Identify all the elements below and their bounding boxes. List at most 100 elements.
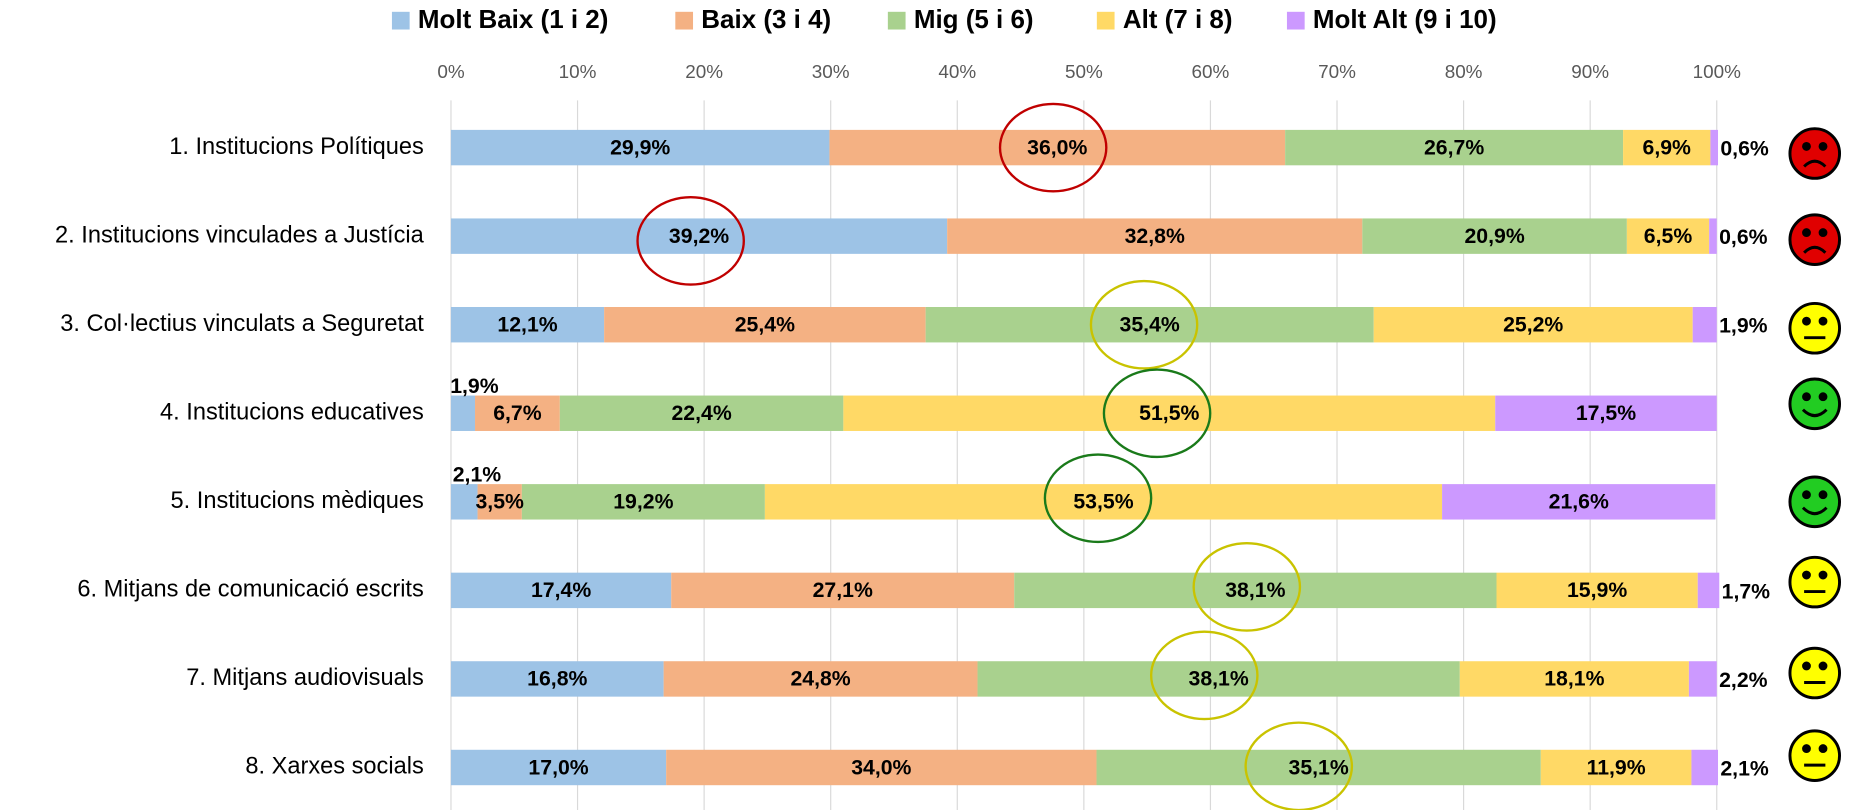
legend-label: Alt (7 i 8): [1123, 4, 1233, 34]
bar-segment: [450, 306, 605, 343]
bar-segment: [450, 749, 667, 786]
x-tick-label: 20%: [685, 62, 723, 83]
highlights: [636, 102, 1354, 810]
x-tick-label: 60%: [1192, 62, 1230, 83]
highlight-circle: [1089, 279, 1199, 370]
bar-segment: [559, 395, 844, 431]
bar-segment: [1691, 749, 1719, 786]
data-label: 3,5%: [475, 490, 524, 514]
bar-segment: [1442, 484, 1716, 520]
data-label: 25,4%: [735, 312, 795, 336]
data-label: 53,5%: [1073, 490, 1133, 514]
x-tick-label: 40%: [938, 62, 976, 83]
data-label: 32,8%: [1125, 224, 1185, 248]
data-label: 22,4%: [671, 401, 731, 425]
bar-segment: [1496, 572, 1698, 609]
bar-segment: [843, 395, 1496, 431]
category-label: 5. Institucions mèdiques: [171, 488, 424, 514]
highlight-circle: [1244, 721, 1354, 810]
x-tick-label: 80%: [1445, 62, 1483, 83]
category-label: 2. Institucions vinculades a Justícia: [55, 222, 425, 248]
bar-segment: [475, 395, 560, 431]
legend-swatch: [887, 11, 906, 30]
bar-segment: [1697, 572, 1720, 609]
x-tick-label: 90%: [1571, 62, 1609, 83]
data-label: 35,4%: [1120, 312, 1180, 336]
highlight-circle: [1192, 541, 1302, 632]
neutral-face: [1788, 301, 1842, 355]
bar-segment: [1459, 661, 1689, 697]
legend-label: Baix (3 i 4): [701, 4, 831, 34]
data-label: 17,0%: [528, 755, 588, 779]
highlight-circle: [1043, 453, 1153, 544]
bar-segment: [829, 129, 1286, 166]
x-tick-label: 70%: [1318, 62, 1356, 83]
highlight-circle: [1102, 368, 1212, 459]
bar-segment: [1373, 306, 1693, 343]
bar-segment: [1540, 749, 1692, 786]
bar-segment: [1014, 572, 1497, 609]
data-label: 6,7%: [493, 401, 542, 425]
data-label: 1,9%: [450, 374, 499, 398]
category-label: 8. Xarxes socials: [245, 754, 423, 780]
bar-segment: [925, 306, 1374, 343]
neutral-face: [1788, 729, 1842, 782]
data-label: 0,6%: [1720, 137, 1769, 161]
data-label: 2,1%: [1720, 756, 1769, 780]
bar-segment: [521, 484, 765, 520]
bar-segment: [477, 484, 522, 520]
data-label: 16,8%: [527, 667, 587, 691]
bar-segment: [947, 218, 1363, 254]
legend-swatch: [391, 11, 410, 30]
bar-segment: [1688, 661, 1717, 697]
data-label: 17,4%: [531, 578, 591, 602]
bar-segment: [604, 306, 926, 343]
legend-label: Molt Baix (1 i 2): [418, 4, 608, 34]
x-tick-label: 30%: [812, 62, 850, 83]
bar-segment: [1623, 129, 1711, 166]
bar-segment: [1362, 218, 1627, 254]
highlight-circle: [636, 196, 745, 286]
x-tick-label: 50%: [1065, 62, 1103, 83]
category-label: 6. Mitjans de comunicació escrits: [77, 577, 423, 603]
data-label: 24,8%: [790, 667, 850, 691]
data-label: 21,6%: [1549, 490, 1609, 514]
legend-swatch: [1286, 11, 1305, 30]
data-label: 35,1%: [1289, 755, 1349, 779]
x-tick-label: 10%: [559, 62, 597, 83]
bar-segment: [671, 572, 1015, 609]
data-label: 18,1%: [1544, 667, 1604, 691]
bar-segment: [1709, 218, 1717, 254]
faces: [1788, 127, 1842, 782]
category-label: 7. Mitjans audiovisuals: [186, 665, 424, 691]
data-label: 1,9%: [1719, 314, 1768, 338]
highlight-circle: [998, 102, 1108, 193]
bar-segment: [1710, 129, 1719, 166]
bar-segment: [450, 484, 478, 520]
data-label: 6,5%: [1644, 224, 1693, 248]
data-label: 51,5%: [1139, 401, 1199, 425]
neutral-face: [1788, 646, 1842, 700]
bar-segment: [450, 218, 948, 254]
legend-label: Molt Alt (9 i 10): [1313, 4, 1497, 34]
neutral-face: [1788, 555, 1842, 609]
data-label: 38,1%: [1225, 578, 1285, 602]
bar-segment: [1495, 395, 1717, 431]
category-label: 1. Institucions Polítiques: [169, 134, 424, 160]
legend-label: Mig (5 i 6): [914, 4, 1034, 34]
highlight-circle: [1149, 630, 1259, 721]
bar-segment: [1626, 218, 1710, 254]
bar-segment: [977, 661, 1460, 697]
data-label: 19,2%: [613, 490, 673, 514]
bar-segment: [1692, 306, 1717, 343]
bar-segment: [666, 749, 1097, 786]
happy-face: [1788, 377, 1842, 431]
legend-swatch: [675, 11, 694, 30]
bar-segment: [764, 484, 1443, 520]
data-label: 0,6%: [1719, 225, 1768, 249]
sad-face: [1788, 213, 1842, 266]
x-tick-label: 0%: [437, 62, 464, 83]
category-label: 4. Institucions educatives: [160, 399, 424, 425]
bar-segment: [450, 661, 664, 697]
